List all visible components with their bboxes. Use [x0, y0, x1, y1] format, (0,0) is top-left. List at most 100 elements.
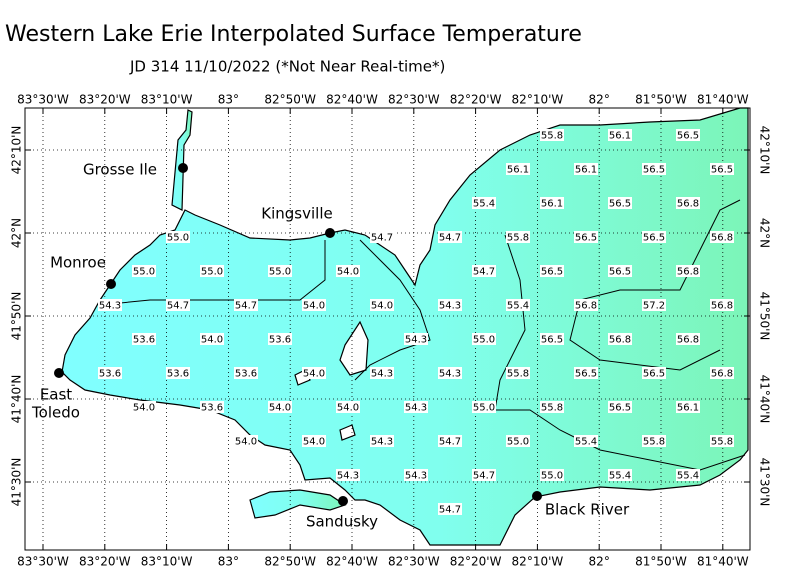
lon-label: 83°20'W	[79, 93, 131, 107]
label-bg	[506, 435, 530, 447]
temperature: 54.0	[303, 301, 325, 312]
temperature: 54.3	[405, 403, 427, 414]
label-bg	[710, 367, 734, 379]
lon-label: 82°10'W	[512, 93, 564, 107]
label-bg	[438, 435, 462, 447]
temperature: 56.8	[711, 233, 733, 244]
lat-label: 42°10'N	[10, 126, 24, 175]
lon-label: 82°10'W	[512, 555, 564, 569]
temperature: 54.0	[371, 301, 393, 312]
label-bg	[710, 299, 734, 311]
temperature: 54.3	[439, 301, 461, 312]
label-bg	[302, 299, 326, 311]
lon-label: 82°30'W	[388, 93, 440, 107]
temperature: 55.0	[507, 437, 529, 448]
label-bg	[472, 333, 496, 345]
temperature: 55.4	[677, 471, 699, 482]
label-bg	[302, 435, 326, 447]
temperature: 55.8	[541, 403, 563, 414]
label-bg	[710, 163, 734, 175]
temperature: 55.0	[201, 267, 223, 278]
temperature: 56.5	[609, 199, 631, 210]
temperature: 56.1	[507, 165, 529, 176]
temperature: 53.6	[269, 335, 291, 346]
label-bg	[404, 401, 428, 413]
lat-label: 41°40'N	[10, 375, 24, 424]
temperature: 53.6	[235, 369, 257, 380]
lon-label: 83°	[218, 555, 239, 569]
label-bg	[642, 163, 666, 175]
lon-label: 81°40'W	[697, 555, 749, 569]
lat-label: 41°50'N	[758, 292, 772, 341]
lat-label: 41°30'N	[758, 458, 772, 507]
city-marker	[178, 163, 188, 173]
temperature: 55.0	[167, 233, 189, 244]
lon-label: 83°30'W	[17, 93, 69, 107]
temperature: 53.6	[167, 369, 189, 380]
label-bg	[200, 401, 224, 413]
lat-label: 42°N	[758, 218, 772, 248]
label-bg	[404, 333, 428, 345]
city-label: East	[40, 386, 72, 404]
temperature: 54.7	[473, 267, 495, 278]
label-bg	[472, 401, 496, 413]
label-bg	[506, 367, 530, 379]
temperature: 53.6	[99, 369, 121, 380]
temperature: 55.8	[507, 233, 529, 244]
city-marker	[106, 279, 116, 289]
lat-label: 41°40'N	[758, 375, 772, 424]
temperature: 56.5	[609, 267, 631, 278]
label-bg	[540, 401, 564, 413]
lat-label: 41°50'N	[10, 292, 24, 341]
lon-label: 81°40'W	[697, 93, 749, 107]
temperature: 56.5	[643, 233, 665, 244]
label-bg	[710, 231, 734, 243]
temperature: 55.8	[711, 437, 733, 448]
temperature: 55.4	[609, 471, 631, 482]
temperature: 56.5	[711, 165, 733, 176]
label-bg	[336, 469, 360, 481]
temperature: 56.8	[575, 301, 597, 312]
lat-label: 42°N	[10, 218, 24, 248]
temperature: 54.7	[167, 301, 189, 312]
label-bg	[302, 367, 326, 379]
label-bg	[438, 367, 462, 379]
label-bg	[472, 265, 496, 277]
temperature: 54.3	[371, 437, 393, 448]
temperature: 55.0	[541, 471, 563, 482]
label-bg	[438, 503, 462, 515]
label-bg	[438, 231, 462, 243]
lon-label: 82°30'W	[388, 555, 440, 569]
label-bg	[574, 435, 598, 447]
label-bg	[506, 299, 530, 311]
label-bg	[268, 265, 292, 277]
label-bg	[608, 129, 632, 141]
temperature: 54.0	[133, 403, 155, 414]
temperature: 54.0	[303, 437, 325, 448]
temperature: 56.8	[677, 199, 699, 210]
label-bg	[608, 333, 632, 345]
temperature: 56.1	[677, 403, 699, 414]
label-bg	[608, 197, 632, 209]
temperature: 56.5	[609, 403, 631, 414]
city-label: Grosse Ile	[83, 161, 157, 179]
lon-label: 81°50'W	[635, 555, 687, 569]
lon-label: 83°20'W	[79, 555, 131, 569]
label-bg	[472, 469, 496, 481]
temperature: 54.3	[405, 471, 427, 482]
lon-label: 82°20'W	[450, 555, 502, 569]
label-bg	[336, 401, 360, 413]
lon-label: 83°10'W	[141, 555, 193, 569]
temperature: 55.0	[473, 335, 495, 346]
label-bg	[506, 163, 530, 175]
label-bg	[574, 231, 598, 243]
label-bg	[608, 265, 632, 277]
temperature: 55.4	[473, 199, 495, 210]
label-bg	[506, 231, 530, 243]
temperature: 54.0	[201, 335, 223, 346]
city-label: Monroe	[50, 254, 106, 272]
temperature: 56.1	[609, 131, 631, 142]
label-bg	[234, 299, 258, 311]
temperature: 53.6	[201, 403, 223, 414]
label-bg	[404, 469, 428, 481]
